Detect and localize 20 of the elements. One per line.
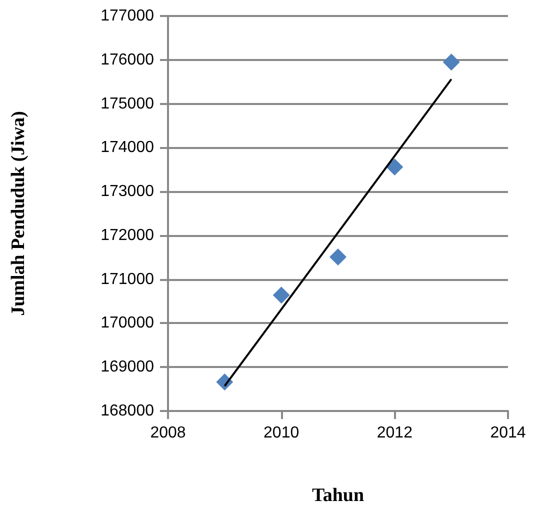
x-tick-label: 2012	[376, 424, 413, 442]
point	[386, 158, 404, 176]
y-axis-title: Jumlah Penduduk (Jiwa)	[8, 111, 29, 316]
y-tick-label: 173000	[100, 183, 154, 200]
point	[272, 286, 290, 304]
point	[330, 248, 346, 266]
y-tick-label: 169000	[100, 358, 154, 376]
y-tick-label: 175000	[100, 95, 154, 112]
y-tick-label: 170000	[100, 314, 154, 332]
y-tick-label: 168000	[100, 402, 154, 420]
y-tick-label: 177000	[100, 8, 154, 24]
x-tick-label: 2010	[264, 424, 300, 442]
x-tick-label: 2008	[150, 424, 186, 442]
x-axis-title: Tahun	[312, 485, 364, 506]
y-tick-label: 174000	[100, 139, 154, 156]
y-tick-label: 176000	[100, 51, 154, 68]
y-tick-label: 171000	[100, 270, 154, 288]
x-tick-label: 2014	[490, 424, 526, 442]
point	[442, 54, 460, 71]
y-tick-label: 172000	[100, 226, 154, 244]
